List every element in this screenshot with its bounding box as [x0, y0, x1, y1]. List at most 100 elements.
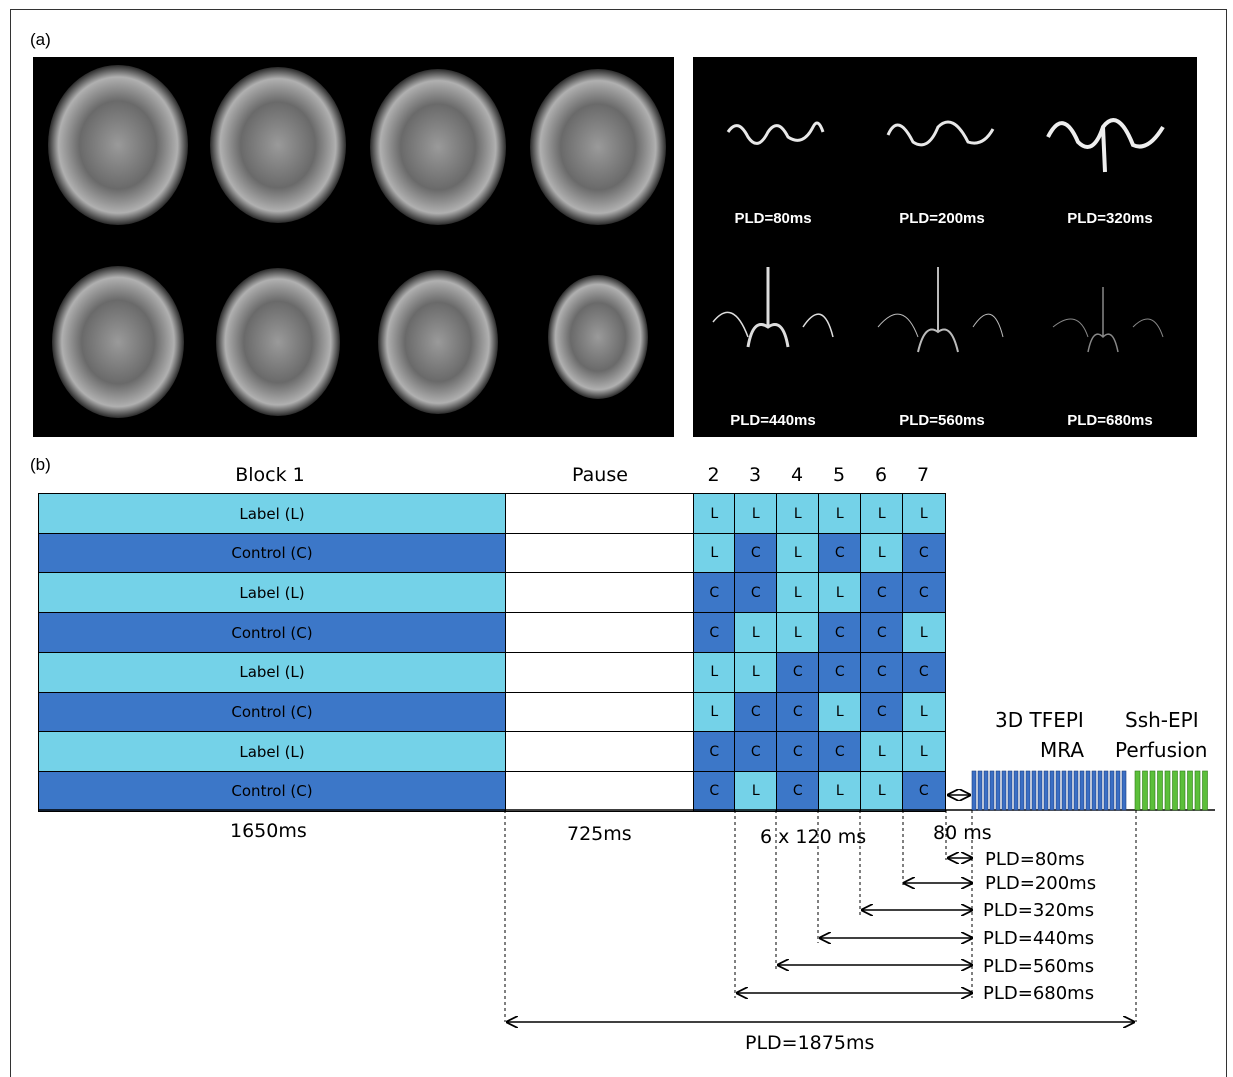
- vessel-tree-5: [877, 267, 1004, 353]
- sub-block-number-7: 7: [916, 464, 930, 486]
- sub-block-number-5: 5: [832, 464, 846, 486]
- mra-readout-pulse: [1043, 770, 1049, 811]
- mra-readout-pulse: [995, 770, 1001, 811]
- axial-slice-1: [48, 65, 188, 225]
- duration-block1-label: 1650ms: [230, 820, 307, 842]
- sub-block-cell: L: [734, 493, 778, 535]
- sub-block-cell: C: [902, 572, 946, 614]
- sub-block-cell: C: [776, 770, 820, 813]
- pld-caption-680: PLD=680ms: [1067, 412, 1153, 429]
- mra-readout-pulse: [1013, 770, 1019, 811]
- panel-a-label: (a): [30, 30, 51, 49]
- duration-gap-label: 80 ms: [933, 822, 992, 844]
- pause-row-2: [505, 532, 695, 574]
- sub-block-cell: C: [860, 651, 904, 693]
- mra-readout-pulse: [1121, 770, 1127, 811]
- block1-row-1: Label (L): [38, 493, 506, 535]
- perfusion-readout-pulse: [1149, 770, 1156, 811]
- sub-block-cell: C: [902, 770, 946, 813]
- mra-readout-pulse: [1097, 770, 1103, 811]
- mra-readout-pulse: [1031, 770, 1037, 811]
- mra-readout-pulse: [983, 770, 989, 811]
- pause-header: Pause: [572, 464, 628, 486]
- sub-block-cell: C: [902, 532, 946, 574]
- angiography-image: [693, 57, 1197, 437]
- mra-readout-pulse: [1055, 770, 1061, 811]
- brain-slices-graphic: [48, 65, 666, 418]
- pause-row-1: [505, 493, 695, 535]
- mra-readout-pulse: [1103, 770, 1109, 811]
- mra-readout-pulse: [1091, 770, 1097, 811]
- block1-row-6: Control (C): [38, 691, 506, 733]
- sub-block-cell: L: [776, 612, 820, 654]
- sub-block-cell: C: [734, 532, 778, 574]
- mra-readout-pulse: [1049, 770, 1055, 811]
- block1-row-5: Label (L): [38, 651, 506, 693]
- sub-block-cell: C: [776, 691, 820, 733]
- block1-row-8: Control (C): [38, 770, 506, 813]
- sub-block-cell: C: [776, 651, 820, 693]
- axial-slice-7: [378, 270, 498, 414]
- vessel-tree-6: [1052, 287, 1164, 353]
- pld-total-label: PLD=1875ms: [745, 1032, 875, 1054]
- pause-row-8: [505, 770, 695, 813]
- sub-block-cell: C: [818, 651, 862, 693]
- pld-caption-80: PLD=80ms: [734, 210, 812, 227]
- vessel-tree-1: [726, 121, 825, 145]
- mra-readout-pulse: [989, 770, 995, 811]
- mra-readout-pulse: [1019, 770, 1025, 811]
- sub-block-cell: L: [693, 651, 736, 693]
- sub-block-cell: C: [693, 770, 736, 813]
- block1-row-2: Control (C): [38, 532, 506, 574]
- perfusion-readout-pulse: [1172, 770, 1178, 811]
- mra-readout-pulse: [1109, 770, 1115, 811]
- mra-readout-pulse: [1007, 770, 1013, 811]
- sub-block-number-2: 2: [707, 464, 720, 486]
- mra-readout-pulse: [1037, 770, 1043, 811]
- sub-block-cell: L: [776, 493, 820, 535]
- mra-readout-pulse: [1115, 770, 1121, 811]
- sub-block-cell: C: [776, 731, 820, 773]
- perfusion-readout-pulse: [1134, 770, 1141, 811]
- sub-block-number-4: 4: [790, 464, 804, 486]
- sub-block-cell: L: [818, 770, 862, 813]
- perfusion-readout-title-line2: Perfusion: [1115, 738, 1208, 762]
- sub-block-cell: L: [693, 532, 736, 574]
- vessel-tree-3: [1046, 118, 1165, 173]
- perfusion-readout-pulse: [1179, 770, 1186, 811]
- pld-label-200: PLD=200ms: [985, 873, 1097, 894]
- pld-label-440: PLD=440ms: [983, 928, 1095, 949]
- pld-caption-320: PLD=320ms: [1067, 210, 1153, 227]
- mra-readout-pulse: [1001, 770, 1007, 811]
- mra-readout-pulse: [1067, 770, 1073, 811]
- perfusion-readout-pulse: [1194, 770, 1201, 811]
- panel-b-label: (b): [30, 455, 51, 474]
- axial-slice-6: [216, 268, 340, 416]
- sub-block-cell: L: [860, 770, 904, 813]
- mra-readout-pulse: [1073, 770, 1079, 811]
- block1-row-7: Label (L): [38, 731, 506, 773]
- axial-slice-3: [370, 69, 506, 225]
- sub-block-cell: L: [734, 651, 778, 693]
- axial-slice-5: [52, 266, 184, 418]
- pause-row-7: [505, 731, 695, 773]
- duration-subblocks-label: 6 x 120 ms: [760, 826, 867, 848]
- sub-block-cell: C: [860, 612, 904, 654]
- sub-block-cell: C: [860, 572, 904, 614]
- sub-block-cell: C: [818, 731, 862, 773]
- mra-readout-title-line1: 3D TFEPI: [995, 708, 1084, 732]
- pld-label-320: PLD=320ms: [983, 900, 1095, 921]
- mra-readout-pulse: [1079, 770, 1085, 811]
- vessel-tree-2: [886, 120, 995, 147]
- pld-label-680: PLD=680ms: [983, 983, 1095, 1004]
- sub-block-cell: L: [818, 572, 862, 614]
- sub-block-cell: L: [776, 532, 820, 574]
- perfusion-readout-pulse: [1142, 770, 1148, 811]
- mra-readout-pulse: [977, 770, 983, 811]
- axial-slice-4: [530, 69, 666, 225]
- mra-readout-pulse: [1085, 770, 1091, 811]
- angiography-graphic: [712, 118, 1165, 353]
- pld-caption-440: PLD=440ms: [730, 412, 816, 429]
- sub-block-cell: C: [693, 612, 736, 654]
